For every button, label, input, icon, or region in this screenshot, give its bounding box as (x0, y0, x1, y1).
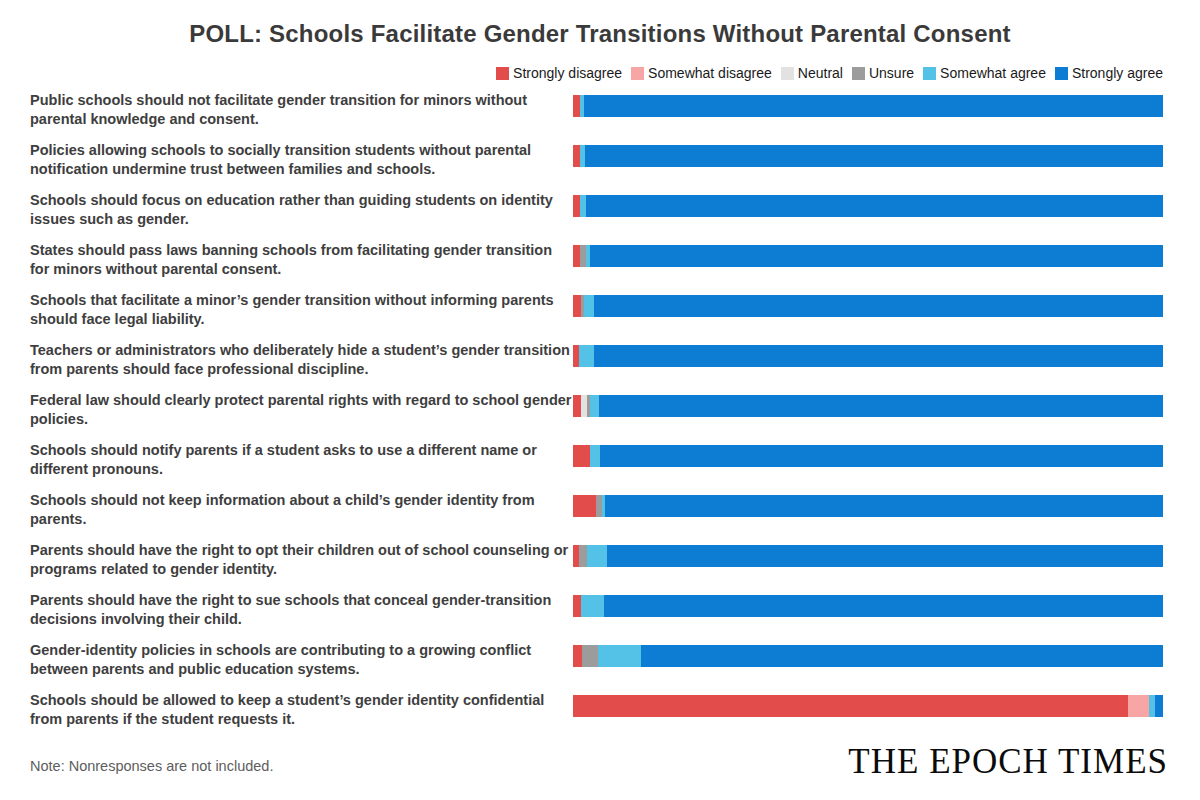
statement-label: Federal law should clearly protect paren… (30, 391, 575, 428)
poll-row: Teachers or administrators who deliberat… (30, 339, 1163, 389)
statement-label: Parents should have the right to sue sch… (30, 591, 575, 628)
bar-segment-strongly-agree (590, 245, 1163, 267)
bar-segment-somewhat-agree (581, 595, 605, 617)
bar-segment-somewhat-agree (584, 295, 595, 317)
poll-row: Schools should be allowed to keep a stud… (30, 689, 1163, 739)
bar-segment-somewhat-agree (590, 445, 600, 467)
poll-row: Schools should not keep information abou… (30, 489, 1163, 539)
page-title: POLL: Schools Facilitate Gender Transiti… (0, 20, 1200, 48)
stacked-bar (573, 295, 1163, 317)
legend-item: Strongly disagree (496, 65, 622, 81)
statement-label: Teachers or administrators who deliberat… (30, 341, 575, 378)
bar-segment-strongly-disagree (573, 295, 581, 317)
stacked-bar (573, 695, 1163, 717)
footnote: Note: Nonresponses are not included. (30, 758, 273, 774)
bar-segment-strongly-disagree (573, 645, 582, 667)
poll-row: Policies allowing schools to socially tr… (30, 139, 1163, 189)
statement-label: Schools should be allowed to keep a stud… (30, 691, 575, 728)
bar-segment-strongly-agree (584, 95, 1163, 117)
statement-label: States should pass laws banning schools … (30, 241, 575, 278)
statement-label: Parents should have the right to opt the… (30, 541, 575, 578)
bar-segment-strongly-agree (599, 395, 1163, 417)
bar-segment-strongly-agree (1155, 695, 1163, 717)
bar-segment-strongly-disagree (573, 395, 581, 417)
legend-label: Neutral (798, 65, 843, 81)
bar-segment-strongly-disagree (573, 695, 1128, 717)
bar-segment-somewhat-agree (590, 395, 599, 417)
statement-label: Policies allowing schools to socially tr… (30, 141, 575, 178)
poll-row: Schools should notify parents if a stude… (30, 439, 1163, 489)
statement-label: Schools should notify parents if a stude… (30, 441, 575, 478)
stacked-bar (573, 645, 1163, 667)
stacked-bar (573, 145, 1163, 167)
legend-swatch-icon (1055, 67, 1068, 80)
legend-item: Strongly agree (1055, 65, 1163, 81)
bar-segment-strongly-agree (641, 645, 1163, 667)
bar-segment-strongly-disagree (573, 595, 581, 617)
statement-label: Schools that facilitate a minor’s gender… (30, 291, 575, 328)
poll-row: Public schools should not facilitate gen… (30, 89, 1163, 139)
bar-segment-strongly-agree (586, 195, 1163, 217)
poll-row: Gender-identity policies in schools are … (30, 639, 1163, 689)
poll-row: Federal law should clearly protect paren… (30, 389, 1163, 439)
legend-label: Somewhat disagree (648, 65, 772, 81)
poll-row: Schools that facilitate a minor’s gender… (30, 289, 1163, 339)
bar-segment-somewhat-agree (598, 645, 640, 667)
legend-item: Neutral (781, 65, 843, 81)
bar-segment-strongly-agree (605, 495, 1163, 517)
bar-segment-strongly-agree (604, 595, 1163, 617)
poll-row: Parents should have the right to opt the… (30, 539, 1163, 589)
legend-swatch-icon (631, 67, 644, 80)
stacked-bar (573, 495, 1163, 517)
statement-label: Gender-identity policies in schools are … (30, 641, 575, 678)
statement-label: Schools should not keep information abou… (30, 491, 575, 528)
bar-segment-strongly-disagree (573, 495, 596, 517)
poll-chart-page: POLL: Schools Facilitate Gender Transiti… (0, 0, 1200, 800)
legend-label: Somewhat agree (940, 65, 1046, 81)
legend-item: Somewhat disagree (631, 65, 772, 81)
chart-legend: Strongly disagree Somewhat disagree Neut… (496, 65, 1163, 81)
epoch-times-logo: THE EPOCH TIMES (848, 742, 1168, 782)
bar-segment-somewhat-disagree (1128, 695, 1149, 717)
bar-segment-strongly-agree (594, 345, 1163, 367)
stacked-bar (573, 545, 1163, 567)
bar-segment-strongly-disagree (573, 145, 580, 167)
bar-segment-somewhat-agree (579, 345, 593, 367)
statement-label: Schools should focus on education rather… (30, 191, 575, 228)
bar-segment-somewhat-agree (587, 545, 606, 567)
bar-segment-strongly-disagree (573, 445, 590, 467)
legend-label: Strongly agree (1072, 65, 1163, 81)
poll-row: Schools should focus on education rather… (30, 189, 1163, 239)
legend-label: Strongly disagree (513, 65, 622, 81)
bar-segment-strongly-disagree (573, 245, 580, 267)
bar-segment-unsure (579, 545, 587, 567)
stacked-bar (573, 395, 1163, 417)
stacked-bar (573, 345, 1163, 367)
stacked-bar (573, 595, 1163, 617)
legend-swatch-icon (923, 67, 936, 80)
bar-segment-strongly-disagree (573, 195, 580, 217)
bar-segment-strongly-agree (600, 445, 1163, 467)
statement-label: Public schools should not facilitate gen… (30, 91, 575, 128)
bar-segment-strongly-agree (585, 145, 1163, 167)
legend-item: Unsure (852, 65, 914, 81)
stacked-bar (573, 95, 1163, 117)
legend-swatch-icon (496, 67, 509, 80)
poll-row: States should pass laws banning schools … (30, 239, 1163, 289)
stacked-bar (573, 445, 1163, 467)
legend-swatch-icon (852, 67, 865, 80)
legend-label: Unsure (869, 65, 914, 81)
legend-swatch-icon (781, 67, 794, 80)
poll-row: Parents should have the right to sue sch… (30, 589, 1163, 639)
legend-item: Somewhat agree (923, 65, 1046, 81)
bar-segment-strongly-disagree (573, 95, 580, 117)
bar-segment-unsure (582, 645, 599, 667)
bar-segment-strongly-agree (607, 545, 1163, 567)
poll-rows: Public schools should not facilitate gen… (30, 89, 1163, 739)
stacked-bar (573, 195, 1163, 217)
bar-segment-strongly-agree (594, 295, 1163, 317)
stacked-bar (573, 245, 1163, 267)
